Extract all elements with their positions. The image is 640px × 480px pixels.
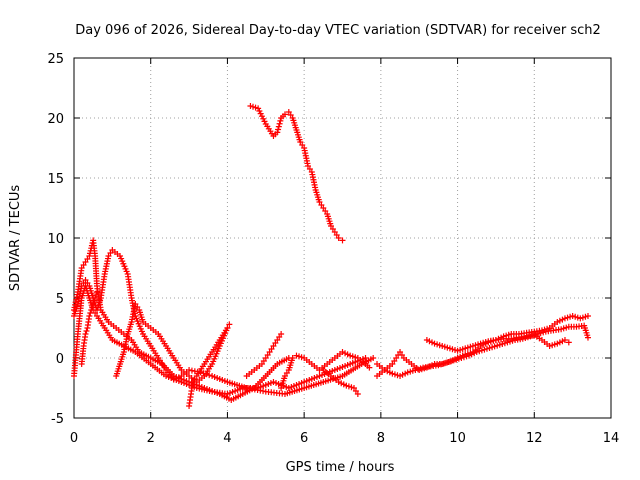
data-point: [281, 111, 288, 118]
data-point: [366, 364, 373, 371]
x-tick-label: 8: [377, 431, 385, 446]
x-tick-label: 14: [603, 431, 620, 446]
x-tick-label: 4: [223, 431, 231, 446]
y-axis-label: SDTVAR / TECUs: [8, 185, 23, 292]
data-point: [82, 331, 89, 337]
axis-ticks: 0 2 4 6 8 10 12 14 -5 0 5 10 15 20 25: [47, 52, 619, 446]
data-point-interp: [91, 298, 98, 304]
data-point-interp: [206, 372, 213, 379]
data-point-interp: [275, 123, 282, 130]
data-point-interp: [93, 292, 100, 298]
data-point: [274, 129, 281, 136]
x-tick-label: 2: [147, 431, 155, 446]
data-point: [92, 295, 99, 301]
data-point-interp: [83, 328, 90, 334]
data-point-interp: [277, 117, 284, 124]
data-point: [224, 325, 231, 331]
data-point: [565, 339, 572, 346]
x-tick-label: 10: [449, 431, 466, 446]
data-points: [71, 103, 591, 409]
data-point: [584, 313, 591, 319]
data-point: [370, 355, 377, 361]
y-tick-label: 15: [47, 172, 64, 187]
data-point: [94, 289, 101, 295]
data-point: [86, 313, 93, 319]
x-tick-label: 6: [300, 431, 308, 446]
data-point: [584, 334, 591, 341]
x-tick-label: 12: [526, 431, 543, 446]
data-point: [354, 391, 361, 397]
x-tick-label: 0: [70, 431, 78, 446]
data-point-interp: [87, 310, 94, 316]
data-point: [561, 337, 568, 343]
data-point-interp: [89, 304, 96, 310]
data-point-interp: [258, 113, 265, 120]
data-point: [88, 307, 95, 313]
data-point: [362, 355, 369, 361]
y-tick-label: 5: [56, 292, 64, 307]
data-point-interp: [275, 126, 282, 133]
data-point: [278, 331, 285, 337]
data-point: [339, 237, 346, 244]
y-tick-label: 20: [47, 112, 64, 127]
y-tick-label: 10: [47, 232, 64, 247]
data-point: [335, 235, 342, 241]
data-point: [226, 321, 233, 328]
data-point: [289, 355, 296, 361]
x-axis-label: GPS time / hours: [286, 460, 395, 475]
y-tick-label: -5: [51, 412, 64, 427]
chart-title: Day 096 of 2026, Sidereal Day-to-day VTE…: [75, 23, 601, 38]
data-point: [90, 301, 97, 307]
data-point-interp: [276, 120, 283, 127]
y-tick-label: 25: [47, 52, 64, 67]
y-tick-label: 0: [56, 352, 64, 367]
